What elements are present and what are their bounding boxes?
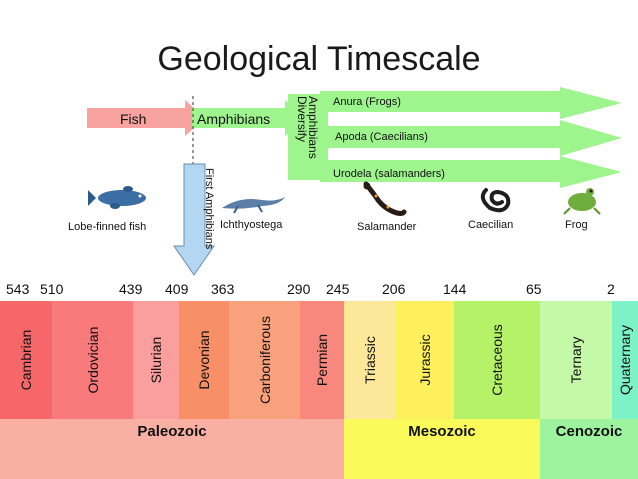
period-permian: Permian (300, 301, 344, 419)
amphibians-label: Amphibians (197, 111, 271, 127)
animal-label-frog: Frog (565, 219, 588, 231)
era-cenozoic: Cenozoic (540, 419, 638, 479)
age-label: 290 (287, 281, 311, 297)
age-label: 144 (443, 281, 467, 297)
period-ordovician: Ordovician (52, 301, 133, 419)
period-triassic: Triassic (344, 301, 395, 419)
period-label: Ternary (568, 336, 584, 384)
period-label: Cambrian (18, 329, 34, 391)
age-label: 510 (40, 281, 64, 297)
amphibians-arrow (192, 100, 307, 136)
salamander-icon (363, 181, 407, 216)
era-label: Cenozoic (555, 423, 623, 440)
age-label: 206 (382, 281, 406, 297)
animal-label-lobe-finned-fish: Lobe-finned fish (68, 221, 147, 233)
apoda-arrow (320, 120, 622, 156)
period-jurassic: Jurassic (395, 301, 454, 419)
period-cretaceous: Cretaceous (454, 301, 540, 419)
era-label: Mesozoic (408, 423, 476, 440)
age-label: 409 (165, 281, 189, 297)
period-label: Quaternary (617, 324, 633, 396)
period-label: Cretaceous (489, 324, 505, 396)
age-label: 245 (326, 281, 350, 297)
age-label: 65 (526, 281, 542, 297)
period-carboniferous: Carboniferous (229, 301, 300, 419)
animal-label-caecilian: Caecilian (468, 219, 514, 231)
era-mesozoic: Mesozoic (344, 419, 540, 479)
period-label: Permian (314, 333, 330, 387)
animal-label-ichthyostega: Ichthyostega (220, 219, 283, 231)
age-label: 2 (607, 281, 615, 297)
period-label: Jurassic (416, 334, 433, 386)
age-label: 363 (211, 281, 235, 297)
period-label: Ordovician (84, 326, 101, 394)
animal-label-salamander: Salamander (357, 221, 417, 233)
era-paleozoic: Paleozoic (0, 419, 344, 479)
urodela-arrow (320, 156, 622, 188)
period-ternary: Ternary (540, 301, 612, 419)
period-quaternary: Quaternary (612, 301, 638, 419)
page-title: Geological Timescale (157, 40, 481, 78)
age-label: 543 (6, 281, 30, 297)
age-label: 439 (119, 281, 143, 297)
era-label: Paleozoic (137, 423, 207, 440)
caecilian-icon (480, 188, 511, 213)
period-silurian: Silurian (133, 301, 179, 419)
anura-arrow (320, 87, 622, 119)
period-devonian: Devonian (179, 301, 229, 419)
period-label: Silurian (148, 336, 164, 384)
period-cambrian: Cambrian (0, 301, 52, 419)
first-amphibians-arrow (173, 163, 215, 276)
lobe-finned-fish-icon (88, 186, 146, 209)
fish-arrow (87, 100, 205, 136)
ichthyostega-icon (222, 197, 285, 214)
apoda-label: Apoda (Caecilians) (335, 131, 428, 143)
period-label: Carboniferous (256, 316, 273, 404)
fish-label: Fish (120, 111, 147, 127)
urodela-label: Urodela (salamanders) (333, 168, 445, 180)
frog-icon (563, 188, 601, 215)
anura-label: Anura (Frogs) (333, 96, 401, 108)
period-label: Devonian (196, 330, 212, 390)
period-label: Triassic (361, 336, 378, 384)
